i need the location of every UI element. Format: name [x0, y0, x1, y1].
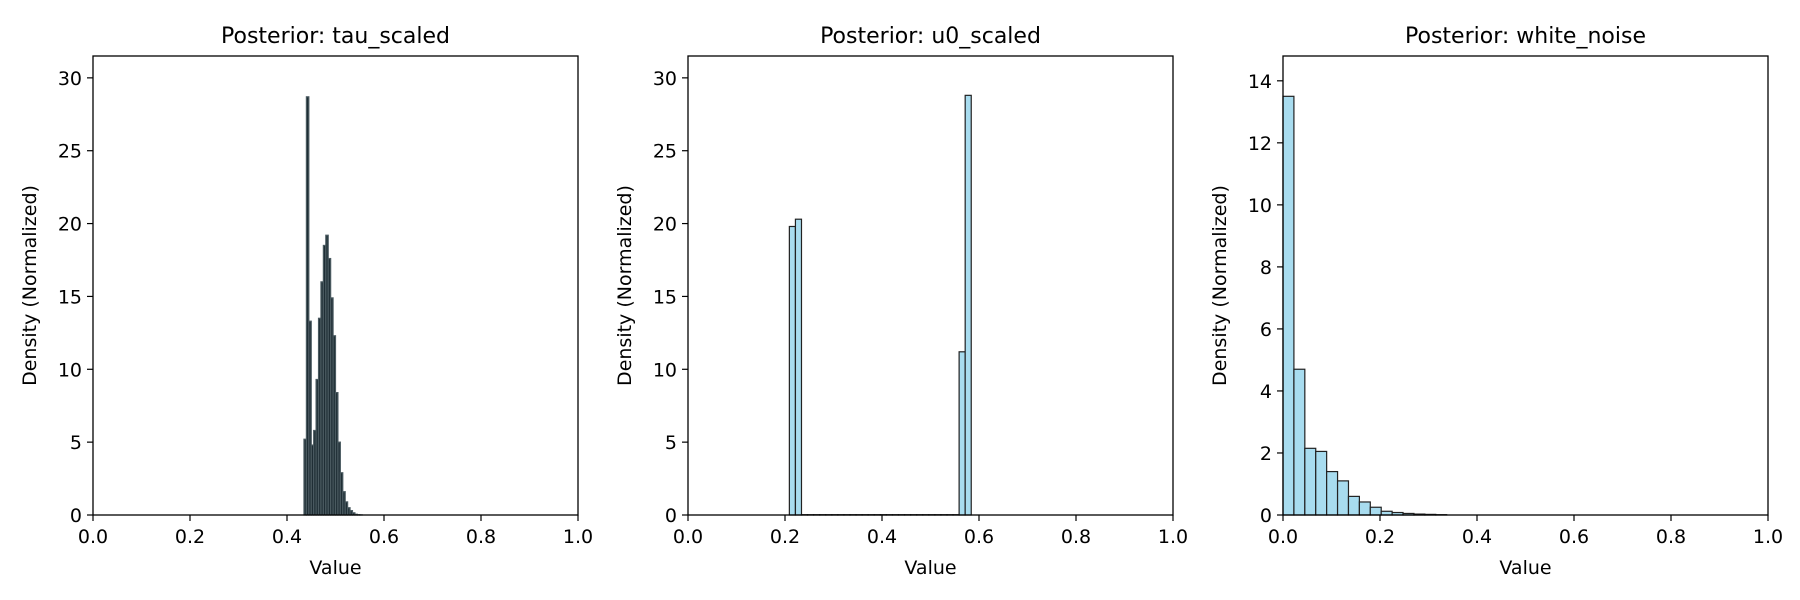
x-tick-label: 0.8 — [1656, 526, 1686, 548]
y-tick-label: 10 — [58, 359, 82, 381]
x-axis-label: Value — [904, 557, 956, 579]
x-tick-label: 0.4 — [867, 526, 897, 548]
y-tick-label: 6 — [1260, 319, 1272, 341]
x-tick-label: 0.6 — [964, 526, 994, 548]
plot-frame — [92, 55, 579, 516]
histogram-bar — [788, 225, 797, 516]
histogram-bar — [1336, 480, 1350, 516]
y-tick-label: 10 — [1248, 195, 1272, 217]
y-tick-label: 0 — [665, 505, 677, 527]
chart-title: Posterior: u0_scaled — [820, 24, 1041, 49]
histogram-bar — [1304, 447, 1317, 516]
histogram-bar — [1315, 450, 1328, 516]
plot-frame — [687, 55, 1174, 516]
y-tick-label: 8 — [1260, 257, 1272, 279]
x-tick-label: 0.4 — [1462, 526, 1492, 548]
histogram-bar — [1282, 95, 1295, 516]
chart-panel-1: 0.0 0.2 0.4 0.6 0.8 1.0 0 5 10 15 20 25 30 Posterior:… — [19, 24, 593, 579]
x-tick-label: 1.0 — [563, 526, 593, 548]
y-tick-label: 30 — [653, 68, 677, 90]
y-tick-label: 4 — [1260, 381, 1272, 403]
x-axis-label: Value — [309, 557, 361, 579]
y-tick-label: 15 — [58, 286, 82, 308]
x-tick-label: 0.8 — [466, 526, 496, 548]
y-tick-label: 2 — [1260, 443, 1272, 465]
x-tick-label: 0.0 — [1268, 526, 1298, 548]
y-tick-label: 5 — [665, 432, 677, 454]
chart-panel-3: 0.0 0.2 0.4 0.6 0.8 1.0 0 2 4 6 8 10 12 14 Posterior: … — [1209, 24, 1783, 579]
histogram-bar — [964, 94, 972, 516]
y-axis-label: Density (Normalized) — [614, 185, 636, 386]
x-tick-label: 0.8 — [1061, 526, 1091, 548]
x-tick-label: 0.2 — [770, 526, 800, 548]
y-tick-label: 0 — [1260, 505, 1272, 527]
y-tick-label: 15 — [653, 286, 677, 308]
y-tick-label: 14 — [1248, 71, 1272, 93]
y-tick-label: 20 — [653, 214, 677, 236]
x-tick-label: 1.0 — [1753, 526, 1783, 548]
y-tick-label: 5 — [70, 432, 82, 454]
histogram-bar — [1293, 368, 1306, 516]
chart-title: Posterior: white_noise — [1405, 24, 1646, 49]
histogram-bar — [1369, 506, 1382, 516]
x-tick-label: 0.4 — [272, 526, 302, 548]
y-axis-label: Density (Normalized) — [1209, 185, 1231, 386]
x-tick-label: 0.0 — [78, 526, 108, 548]
y-tick-label: 20 — [58, 214, 82, 236]
x-axis-label: Value — [1499, 557, 1551, 579]
histogram-bar — [1358, 501, 1371, 516]
y-tick-label: 25 — [653, 141, 677, 163]
histogram-bar — [794, 218, 803, 516]
y-tick-label: 0 — [70, 505, 82, 527]
x-tick-label: 0.0 — [673, 526, 703, 548]
histogram-bar — [958, 351, 966, 516]
histogram-bar — [1326, 470, 1339, 516]
y-tick-label: 12 — [1248, 133, 1272, 155]
x-tick-label: 0.2 — [175, 526, 205, 548]
y-axis-label: Density (Normalized) — [19, 185, 41, 386]
x-tick-label: 0.6 — [369, 526, 399, 548]
y-tick-label: 10 — [653, 359, 677, 381]
histogram-bar — [1347, 495, 1360, 516]
y-tick-label: 30 — [58, 68, 82, 90]
x-tick-label: 0.2 — [1365, 526, 1395, 548]
y-tick-label: 25 — [58, 141, 82, 163]
chart-title: Posterior: tau_scaled — [221, 24, 450, 49]
chart-panel-2: 0.0 0.2 0.4 0.6 0.8 1.0 0 5 10 15 20 25 30 Posterior:… — [614, 24, 1188, 579]
plot-frame — [1282, 55, 1769, 516]
x-tick-label: 1.0 — [1158, 526, 1188, 548]
x-tick-label: 0.6 — [1559, 526, 1589, 548]
